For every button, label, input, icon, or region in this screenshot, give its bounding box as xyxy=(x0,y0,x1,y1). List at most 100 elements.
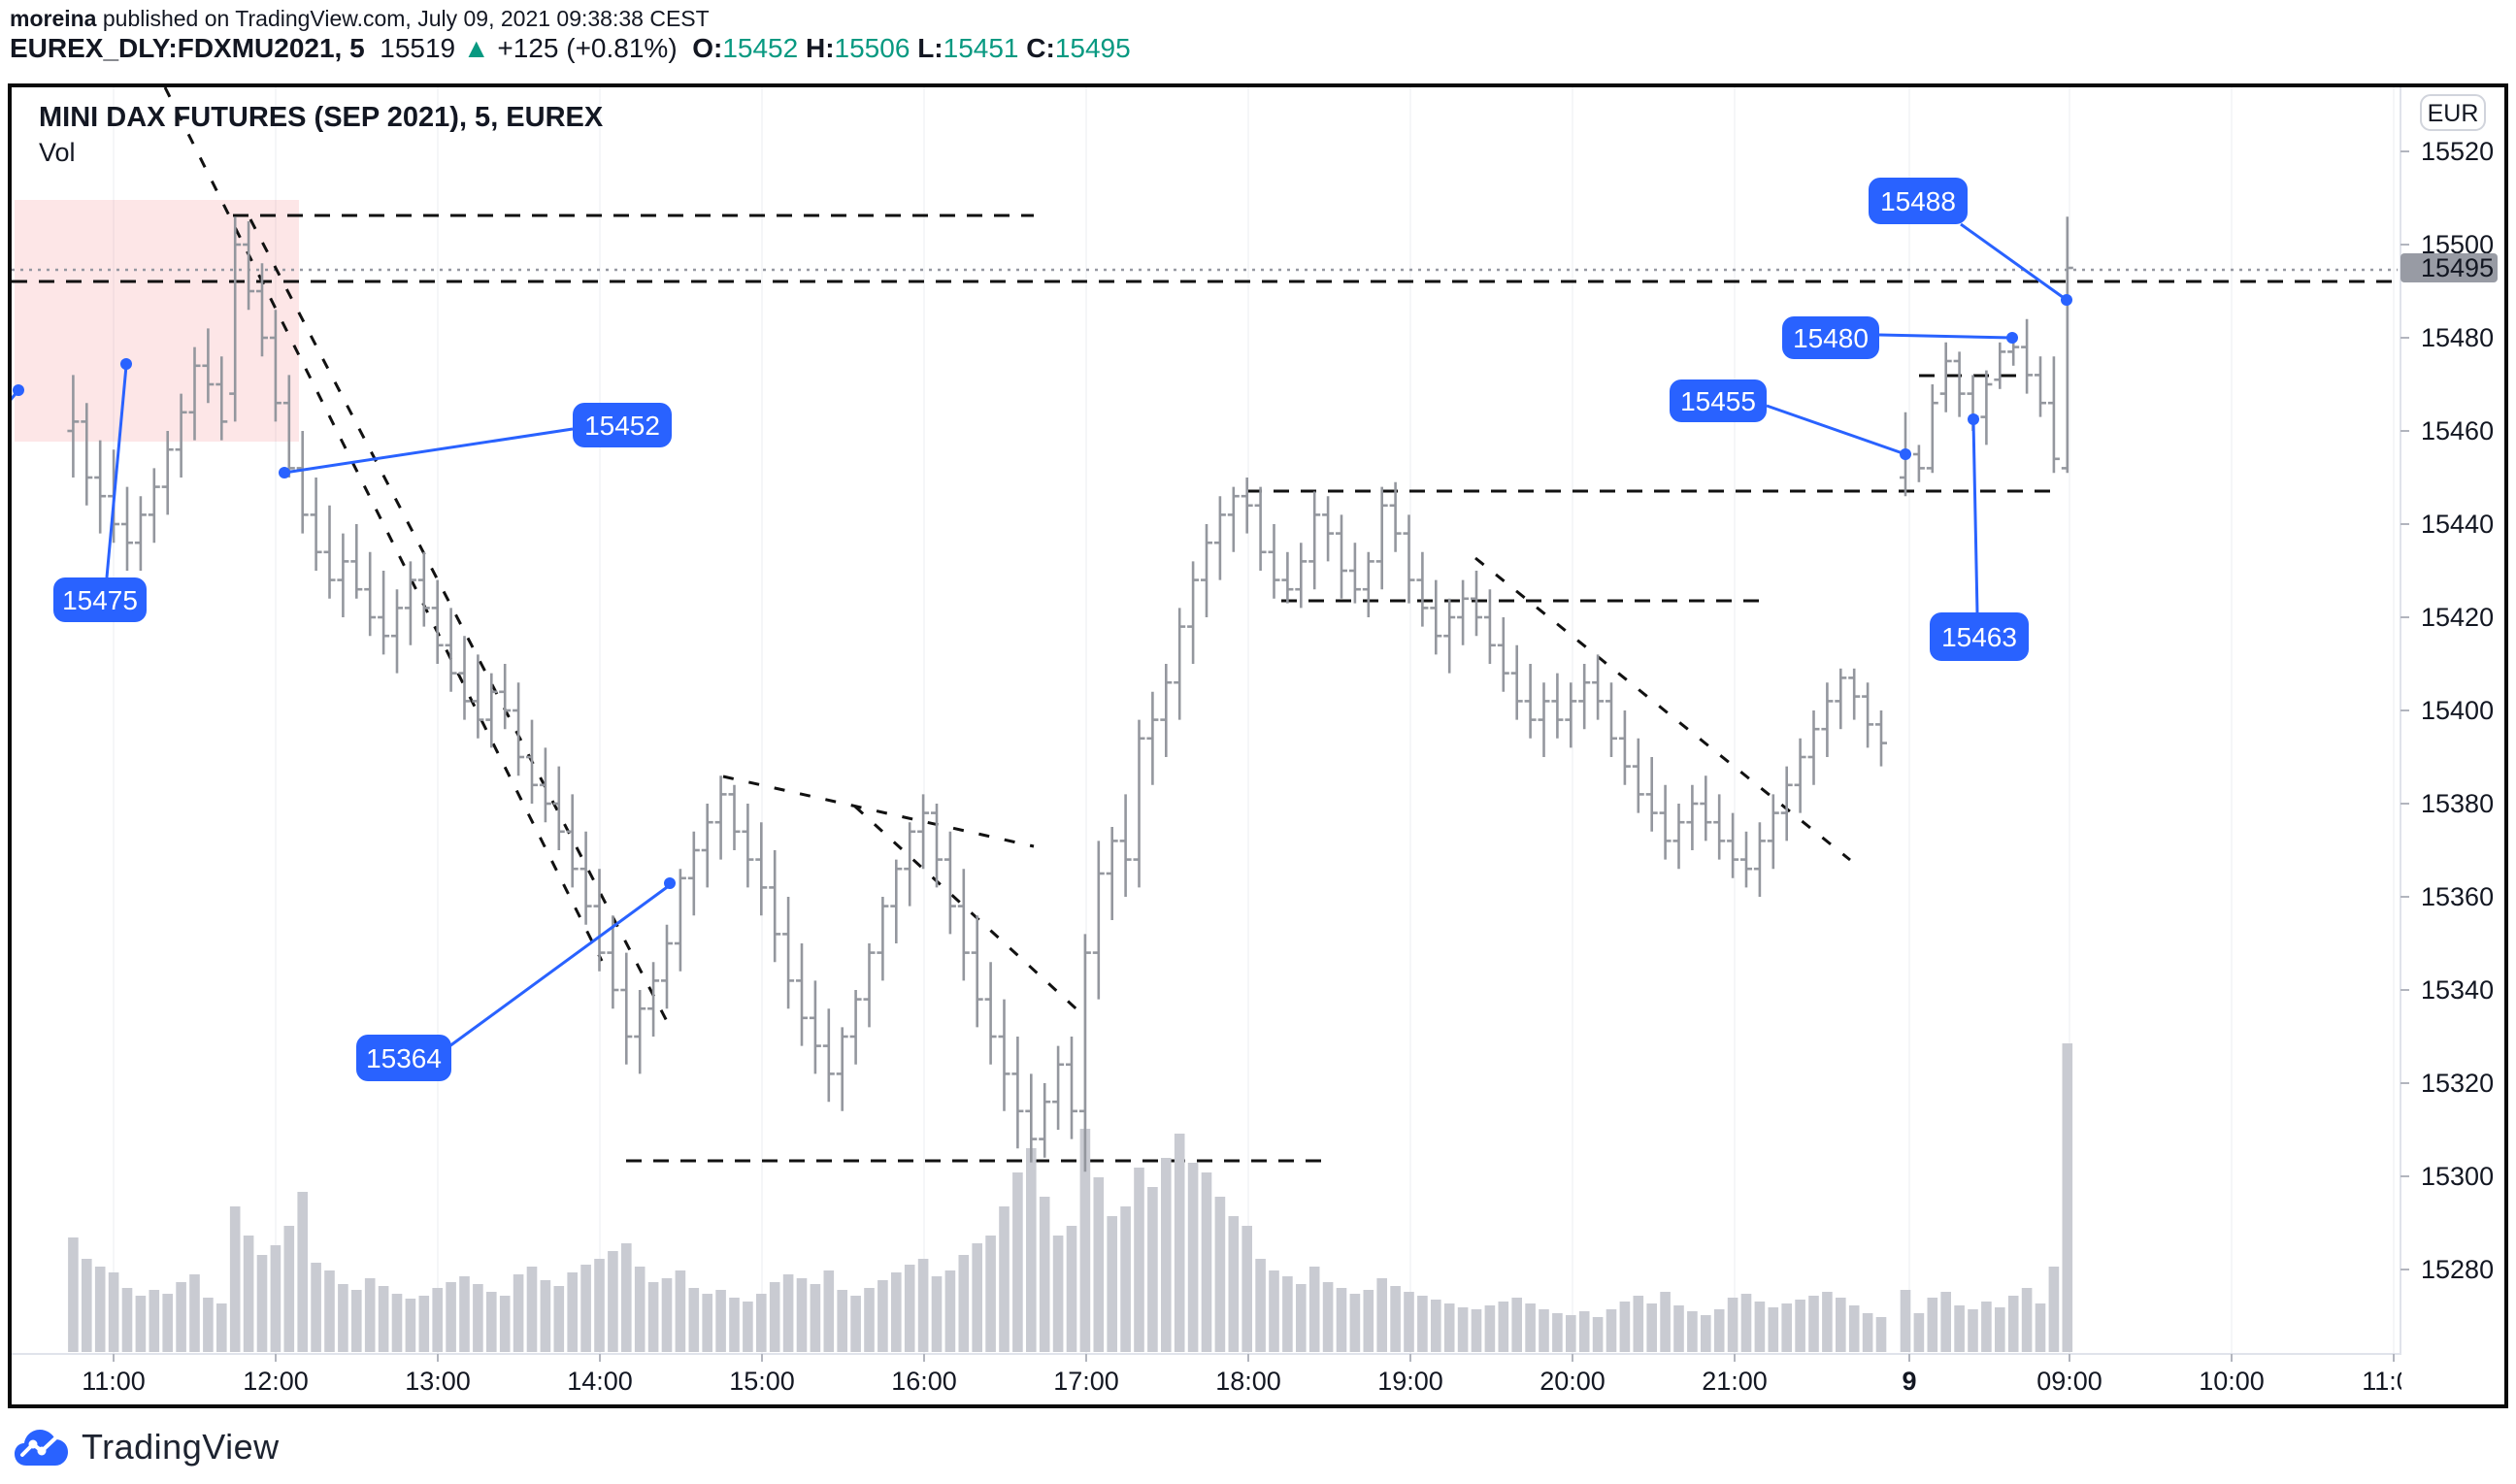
volume-bar xyxy=(1417,1296,1428,1352)
volume-bar xyxy=(1660,1292,1671,1352)
volume-bar xyxy=(931,1276,943,1352)
volume-bar xyxy=(1754,1302,1766,1352)
volume-bar xyxy=(553,1286,565,1352)
pink-highlight-zone xyxy=(15,200,299,442)
triangle-upper[interactable] xyxy=(722,775,1035,848)
volume-bar xyxy=(634,1267,646,1352)
price-marker-dot xyxy=(664,877,676,889)
indicator-label: Vol xyxy=(39,138,76,167)
price-label-text: 15475 xyxy=(62,585,138,615)
volume-bar xyxy=(1255,1259,1266,1352)
volume-bar xyxy=(1900,1290,1911,1352)
label-pointer-line xyxy=(283,427,574,475)
volume-bar xyxy=(1336,1288,1347,1352)
volume-bar xyxy=(446,1282,456,1352)
volume-bar xyxy=(675,1270,686,1352)
volume-bar xyxy=(1875,1317,1887,1352)
volume-bar xyxy=(1606,1309,1617,1352)
time-tick-label: 12:00 xyxy=(243,1367,309,1396)
price-label-box[interactable] xyxy=(356,1035,451,1081)
volume-bar xyxy=(621,1243,632,1352)
volume-bar xyxy=(2007,1296,2019,1352)
volume-bar xyxy=(229,1206,241,1352)
volume-bar xyxy=(1740,1294,1752,1352)
high-label: H: xyxy=(805,33,835,63)
volume-bar xyxy=(567,1272,578,1352)
volume-bar xyxy=(2035,1303,2046,1352)
price-label-box[interactable] xyxy=(573,403,672,447)
volume-bar xyxy=(1471,1309,1482,1352)
price-bars xyxy=(67,216,2073,1172)
currency-button[interactable] xyxy=(2420,94,2486,131)
price-marker-dot xyxy=(13,384,24,396)
close-value: 15495 xyxy=(1054,33,1131,63)
volume-bar xyxy=(594,1259,605,1352)
volume-bar xyxy=(2021,1288,2033,1352)
price-label-box[interactable] xyxy=(1869,178,1968,224)
volume-bar xyxy=(2062,1043,2073,1352)
time-tick-label: 21:00 xyxy=(1702,1367,1768,1396)
tradingview-logo[interactable]: TradingView xyxy=(14,1425,280,1469)
volume-bar xyxy=(1052,1236,1064,1352)
volume-bar xyxy=(82,1259,92,1352)
label-pointer-line xyxy=(448,883,671,1048)
volume-bar xyxy=(891,1272,902,1352)
volume-bar xyxy=(391,1294,403,1352)
price-label-box[interactable] xyxy=(1930,612,2029,661)
volume-bar xyxy=(513,1274,524,1352)
price-axis-background xyxy=(2401,86,2505,1405)
symbol-ohlc-row: EUREX_DLY:FDXMU2021, 5 15519 ▲ +125 (+0.… xyxy=(10,33,1131,64)
volume-bar xyxy=(149,1290,160,1352)
price-tick-label: 15320 xyxy=(2421,1069,2494,1098)
price-axis[interactable]: 1552015500154801546015440154201540015380… xyxy=(2400,85,2505,1405)
volume-bar xyxy=(1443,1303,1455,1352)
volume-bar xyxy=(1727,1298,1738,1352)
volume-bar xyxy=(1241,1226,1252,1352)
price-label-box[interactable] xyxy=(1782,316,1879,359)
time-tick-label: 14:00 xyxy=(567,1367,633,1396)
volume-bar xyxy=(985,1236,996,1352)
label-pointer-line xyxy=(105,365,128,578)
volume-bar xyxy=(1981,1302,1992,1352)
price-tick-label: 15360 xyxy=(2421,882,2494,911)
volume-bar xyxy=(540,1280,551,1352)
volume-bar xyxy=(1940,1292,1951,1352)
volume-bar xyxy=(1795,1300,1805,1352)
volume-bar xyxy=(688,1288,700,1352)
volume-bar xyxy=(526,1267,538,1352)
price-label-box[interactable] xyxy=(1670,379,1767,422)
publish-info: moreina published on TradingView.com, Ju… xyxy=(10,6,710,32)
breakdown-line[interactable] xyxy=(853,805,1086,1018)
evening-downtrend[interactable] xyxy=(1474,556,1851,862)
open-label: O: xyxy=(692,33,723,63)
volume-bar xyxy=(743,1302,753,1352)
volume-bar xyxy=(1592,1317,1604,1352)
chart-legend: MINI DAX FUTURES (SEP 2021), 5, EUREX Vol xyxy=(39,102,604,167)
price-tick-label: 15300 xyxy=(2421,1162,2494,1191)
time-tick-label: 17:00 xyxy=(1053,1367,1119,1396)
volume-bar xyxy=(608,1251,618,1352)
volume-bar xyxy=(1201,1172,1212,1352)
open-value: 15452 xyxy=(722,33,799,63)
volume-bar xyxy=(1390,1286,1401,1352)
volume-bar xyxy=(729,1298,740,1352)
chart-frame xyxy=(8,83,2508,1408)
volume-bar xyxy=(418,1296,430,1352)
price-label-box[interactable] xyxy=(53,577,147,622)
price-tick-label: 15460 xyxy=(2421,416,2494,445)
volume-bar xyxy=(432,1288,443,1352)
volume-bar xyxy=(203,1298,214,1352)
price-tick-label: 15520 xyxy=(2421,137,2494,166)
time-axis[interactable]: 11:00 12:00 13:00 14:00 15:00 16:00 17:00 18:00… xyxy=(10,1353,2506,1396)
price-label-text: 15452 xyxy=(584,411,660,441)
time-tick-label: 10:00 xyxy=(2199,1367,2265,1396)
down-channel-right[interactable] xyxy=(248,218,672,1028)
time-tick-label: 19:00 xyxy=(1377,1367,1443,1396)
volume-bar xyxy=(1862,1313,1873,1352)
down-channel-left[interactable] xyxy=(163,86,604,962)
price-marker-dot xyxy=(1968,413,1979,425)
volume-bar xyxy=(364,1278,376,1352)
price-marker-dot xyxy=(2006,332,2018,344)
volume-bar xyxy=(1995,1307,2005,1352)
